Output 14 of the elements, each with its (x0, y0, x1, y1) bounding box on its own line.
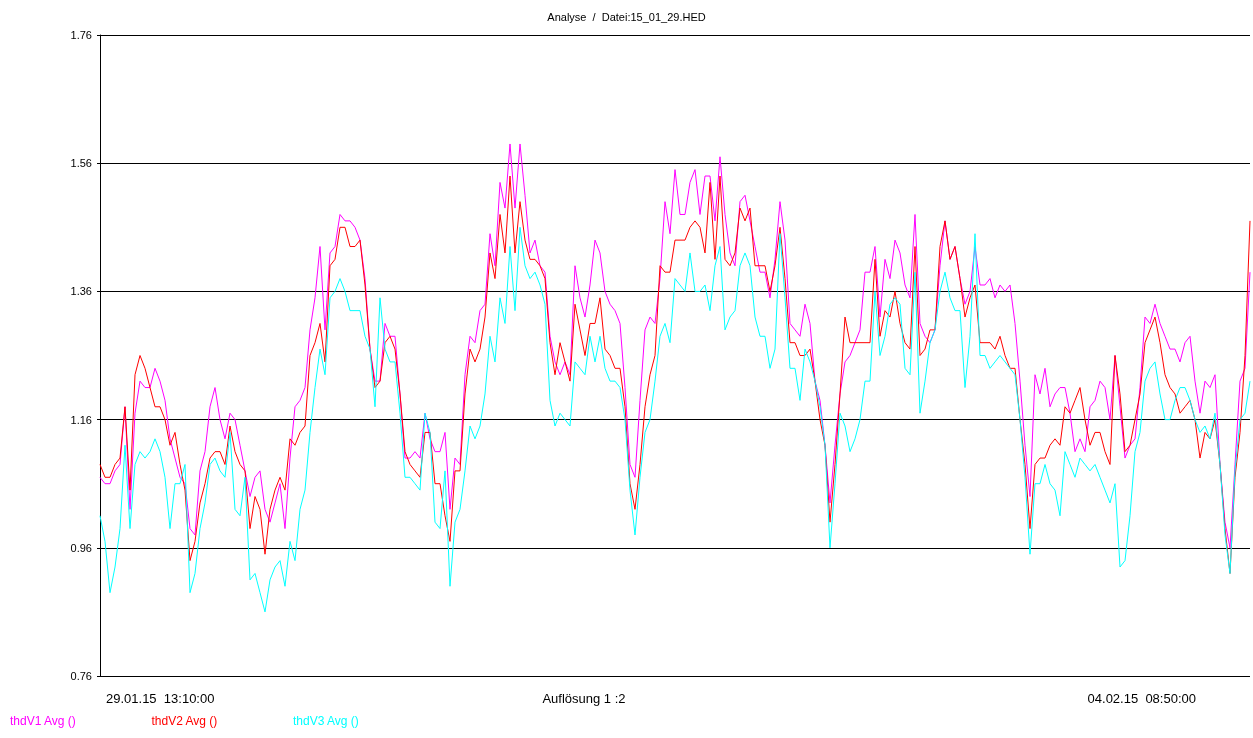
text: Auflösung 1 :2 (542, 691, 626, 706)
y-tick-label: 0.76 (70, 670, 92, 682)
text: 29.01.15 13:10:00 (106, 691, 215, 706)
text: 04.02.15 08:50:00 (1087, 691, 1196, 706)
y-tick-label: 1.16 (70, 413, 92, 426)
text: thdV2 Avg () (151, 714, 218, 728)
y-tick-label: 1.76 (70, 29, 92, 41)
text: thdV3 Avg () (292, 714, 359, 728)
chart-title: Analyse / Datei:15_01_29.HED (547, 10, 706, 23)
y-tick-label: 0.96 (70, 541, 92, 554)
y-tick-label: 1.56 (70, 157, 92, 170)
line-series (99, 226, 1251, 613)
y-tick-label: 1.36 (70, 285, 92, 298)
text: thdV1 Avg () (10, 714, 76, 728)
